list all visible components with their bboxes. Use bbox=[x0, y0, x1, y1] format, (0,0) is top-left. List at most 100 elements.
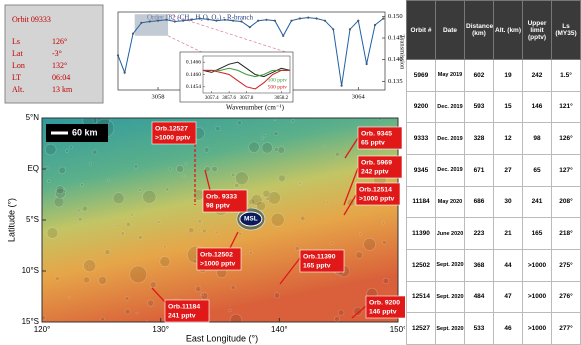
y-tick-label: 0.135 bbox=[388, 78, 403, 85]
crater bbox=[235, 171, 249, 186]
crater bbox=[274, 292, 281, 299]
table-cell: 146 bbox=[522, 90, 552, 124]
figure: Orbit 09333 60 km East Longitude (°) Lat… bbox=[4, 3, 405, 343]
crater bbox=[85, 265, 89, 269]
column-header: Upper limit (pptv) bbox=[522, 0, 552, 60]
legend-entry: 500 pptv bbox=[268, 84, 288, 90]
table-cell: 44 bbox=[493, 248, 523, 282]
crater bbox=[363, 237, 376, 251]
orbit-value: >1000 pptv bbox=[200, 260, 236, 267]
table-cell: Dec. 2019 bbox=[435, 153, 465, 187]
info-title: Orbit 09333 bbox=[12, 15, 51, 24]
crater bbox=[200, 292, 204, 296]
inset-bg bbox=[179, 51, 294, 103]
table-cell: 12502 bbox=[406, 248, 436, 282]
data-point bbox=[323, 19, 327, 22]
table-cell: >1000 bbox=[522, 312, 552, 345]
table-cell: Sept. 2020 bbox=[435, 312, 465, 345]
data-point bbox=[165, 18, 168, 21]
crater bbox=[58, 166, 66, 175]
crater bbox=[249, 251, 253, 255]
table-row: 9333 Dec. 2019 328 12 98 126° bbox=[406, 122, 581, 155]
spectrum-xlabel: Wavenumber (cm⁻¹) bbox=[226, 104, 285, 112]
table-cell: 275° bbox=[551, 248, 581, 282]
crater bbox=[68, 296, 71, 300]
crater bbox=[277, 146, 285, 154]
crater bbox=[274, 147, 279, 152]
crater bbox=[111, 224, 115, 228]
crater bbox=[257, 194, 261, 198]
data-point bbox=[207, 18, 210, 21]
table-row: 9200 Dec. 2019 593 15 146 121° bbox=[406, 90, 581, 124]
crater bbox=[106, 178, 110, 182]
table-cell: 686 bbox=[464, 185, 494, 219]
crater bbox=[234, 183, 240, 188]
table-row: 9345 Dec. 2019 671 27 65 127° bbox=[406, 153, 581, 187]
crater bbox=[176, 165, 185, 173]
crater bbox=[77, 217, 83, 222]
data-point bbox=[181, 19, 185, 22]
table-cell: 12514 bbox=[406, 280, 436, 314]
table-row: 11184 May 2020 686 30 241 208° bbox=[406, 185, 581, 219]
info-value: -3° bbox=[52, 49, 62, 58]
table-cell: 277° bbox=[551, 312, 581, 345]
table-cell: 276° bbox=[551, 280, 581, 314]
table-cell: 9333 bbox=[406, 122, 436, 155]
crater bbox=[142, 189, 157, 204]
orbit-label-box bbox=[196, 247, 242, 271]
crater bbox=[62, 188, 67, 193]
table-cell: 484 bbox=[464, 280, 494, 314]
table-cell: 19 bbox=[493, 59, 523, 92]
footprint-line bbox=[343, 194, 357, 216]
data-point bbox=[248, 26, 251, 29]
orbit-label-box bbox=[202, 189, 248, 213]
orbit-value: 165 pptv bbox=[303, 262, 331, 269]
crater bbox=[195, 285, 202, 293]
crater bbox=[198, 228, 202, 232]
table-cell: 47 bbox=[493, 280, 523, 314]
map-y-tick-label: 5°N bbox=[26, 113, 40, 122]
table-cell: 533 bbox=[464, 312, 494, 345]
table-row: 12514 Sept. 2020 484 47 >1000 276° bbox=[406, 280, 581, 314]
crater bbox=[88, 162, 93, 166]
orbit-label-box bbox=[355, 182, 401, 206]
orbit-value: >1000 pptv bbox=[155, 134, 191, 141]
inset-y-tick-label: 0.1454 bbox=[186, 84, 201, 90]
crater bbox=[138, 235, 143, 240]
crater bbox=[112, 192, 125, 205]
info-label: Lon bbox=[12, 61, 25, 70]
data-point bbox=[190, 18, 193, 21]
crater bbox=[55, 276, 60, 281]
map-x-tick-label: 130° bbox=[152, 325, 169, 334]
crater bbox=[147, 299, 155, 307]
map-ylabel: Latitude (°) bbox=[6, 198, 16, 242]
footprint-line bbox=[151, 287, 166, 303]
data-point bbox=[265, 18, 268, 21]
crater bbox=[156, 220, 161, 224]
crater bbox=[82, 205, 88, 212]
data-point bbox=[373, 23, 377, 27]
crater bbox=[231, 172, 236, 177]
crater bbox=[300, 215, 306, 221]
crater bbox=[44, 143, 57, 156]
data-point bbox=[290, 19, 293, 22]
table-cell: 12527 bbox=[406, 312, 436, 345]
orbit-value: 98 pptv bbox=[206, 202, 230, 209]
msl-marker bbox=[239, 211, 263, 227]
data-point bbox=[348, 28, 352, 31]
zoom-connector bbox=[167, 35, 293, 97]
crater bbox=[262, 133, 266, 138]
footprint-line bbox=[351, 305, 367, 319]
table-cell: Dec. 2019 bbox=[435, 90, 465, 124]
table-cell: 27 bbox=[493, 153, 523, 187]
table-cell: May 2019 bbox=[435, 59, 465, 92]
table-cell: May 2020 bbox=[435, 185, 465, 219]
crater bbox=[124, 308, 131, 315]
table-cell: 223 bbox=[464, 217, 494, 250]
crater bbox=[182, 174, 185, 178]
y-tick-label: 0.140 bbox=[388, 56, 403, 63]
inset-y-tick-label: 0.1460 bbox=[186, 72, 201, 78]
crater bbox=[159, 256, 171, 267]
data-point bbox=[232, 19, 235, 22]
